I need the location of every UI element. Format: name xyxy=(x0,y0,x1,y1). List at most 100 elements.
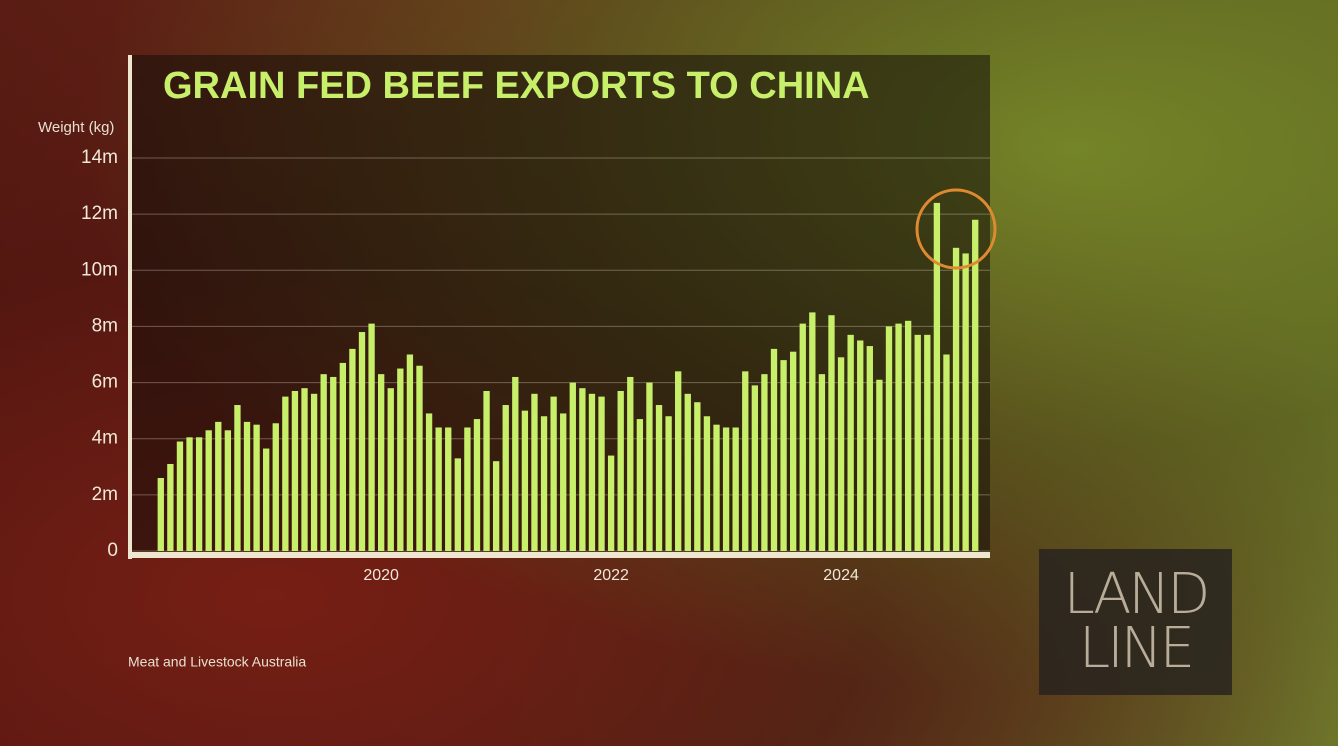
logo-line: LINE xyxy=(1079,616,1195,681)
bar xyxy=(751,385,758,551)
x-tick-label: 2022 xyxy=(593,567,629,584)
bar xyxy=(339,362,346,551)
bar xyxy=(675,371,682,551)
bar xyxy=(952,247,960,552)
bar xyxy=(301,388,308,551)
bar xyxy=(569,382,576,551)
bar xyxy=(732,427,739,551)
bars xyxy=(157,202,979,552)
bar xyxy=(809,312,816,551)
bar xyxy=(828,315,835,551)
bar xyxy=(368,323,375,551)
bar xyxy=(186,437,193,551)
bar xyxy=(694,402,701,551)
bar xyxy=(406,354,414,551)
bar xyxy=(627,376,634,551)
bar xyxy=(473,419,481,551)
bar xyxy=(655,405,663,551)
bar xyxy=(560,413,567,551)
bar xyxy=(761,374,768,551)
x-tick-label: 2020 xyxy=(363,567,399,584)
bar xyxy=(387,388,394,551)
bar xyxy=(665,416,672,551)
bar xyxy=(263,448,270,551)
bar xyxy=(933,202,941,551)
source: Meat and Livestock Australia xyxy=(128,654,306,670)
bar xyxy=(243,421,251,551)
bar xyxy=(837,357,845,551)
bar xyxy=(713,424,720,551)
bar xyxy=(588,393,596,551)
bar xyxy=(445,427,452,551)
bar xyxy=(914,334,921,551)
y-tick-label: 12m xyxy=(81,203,118,224)
bar xyxy=(521,410,529,551)
bar xyxy=(483,390,490,551)
bar xyxy=(703,416,711,551)
bar xyxy=(876,379,883,551)
bar xyxy=(742,371,749,551)
bar xyxy=(895,323,902,551)
chart-title: GRAIN FED BEEF EXPORTS TO CHINA xyxy=(163,65,870,107)
y-axis-label: Weight (kg) xyxy=(38,119,114,136)
bar xyxy=(378,374,385,551)
bar xyxy=(646,382,653,551)
bar xyxy=(349,348,356,551)
bar xyxy=(847,334,854,551)
y-tick-label: 10m xyxy=(81,259,118,280)
bar xyxy=(684,393,691,551)
logo-line: LAND xyxy=(1063,562,1211,627)
bar xyxy=(636,419,644,551)
bar xyxy=(397,368,404,551)
logo: LAND LINE xyxy=(1039,549,1232,695)
bar xyxy=(224,430,232,551)
bar xyxy=(454,458,461,551)
bar xyxy=(780,360,787,551)
bar xyxy=(492,461,500,551)
y-tick-label: 2m xyxy=(92,484,118,505)
bar xyxy=(818,374,826,551)
bar xyxy=(770,348,778,551)
bar xyxy=(167,463,174,551)
y-tick-label: 0 xyxy=(107,540,118,561)
bar xyxy=(215,421,222,551)
y-tick-label: 6m xyxy=(92,372,118,393)
bar xyxy=(205,430,212,551)
bar xyxy=(962,253,969,551)
bar xyxy=(502,405,509,551)
highlight-circle xyxy=(915,188,997,270)
bar xyxy=(464,427,471,551)
x-tick-label: 2024 xyxy=(823,567,859,584)
bar xyxy=(435,427,442,551)
bar xyxy=(607,455,615,551)
bar xyxy=(291,390,299,551)
bar xyxy=(195,437,203,551)
bar xyxy=(617,390,624,551)
bar xyxy=(790,351,797,551)
bar xyxy=(416,365,423,551)
bar xyxy=(598,396,605,551)
bar xyxy=(531,393,538,551)
bar xyxy=(904,320,912,551)
bar xyxy=(272,423,279,551)
bar xyxy=(857,340,864,551)
bar xyxy=(799,323,806,551)
bar xyxy=(157,478,164,551)
bar xyxy=(358,332,366,551)
bar xyxy=(282,396,289,551)
y-tick-label: 4m xyxy=(92,428,118,449)
bar xyxy=(540,416,548,551)
y-tick-label: 14m xyxy=(81,147,118,168)
bar xyxy=(550,396,557,551)
bar xyxy=(253,424,260,551)
bar xyxy=(866,346,873,551)
bar xyxy=(924,334,931,551)
bar xyxy=(176,441,184,551)
bar xyxy=(310,393,318,551)
bar xyxy=(512,376,519,551)
bar xyxy=(320,374,327,551)
bar xyxy=(943,354,950,551)
bar xyxy=(234,405,241,551)
